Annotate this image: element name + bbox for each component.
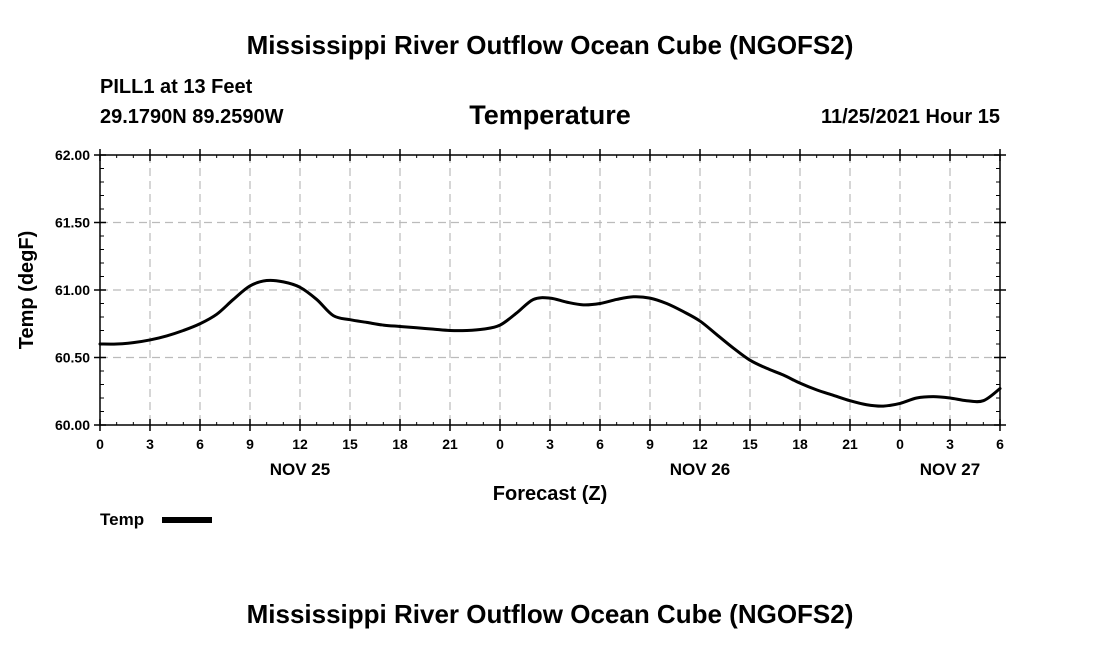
x-tick-label: 3 xyxy=(146,436,154,452)
y-tick-label: 60.00 xyxy=(55,417,90,433)
station-coordinates: 29.1790N 89.2590W xyxy=(100,106,284,128)
date-label: NOV 25 xyxy=(270,460,330,479)
y-tick-label: 61.00 xyxy=(55,282,90,298)
x-tick-label: 6 xyxy=(196,436,204,452)
y-axis-label: Temp (degF) xyxy=(16,231,38,350)
x-tick-label: 9 xyxy=(246,436,254,452)
x-tick-label: 15 xyxy=(342,436,358,452)
axis-ticks xyxy=(94,149,1006,431)
x-tick-label: 9 xyxy=(646,436,654,452)
x-tick-label: 15 xyxy=(742,436,758,452)
chart-title: Temperature xyxy=(469,100,631,130)
date-label: NOV 26 xyxy=(670,460,730,479)
x-tick-label: 0 xyxy=(896,436,904,452)
y-tick-label: 60.50 xyxy=(55,350,90,366)
x-tick-label: 6 xyxy=(596,436,604,452)
axis-labels: 60.00 60.50 61.00 61.50 62.00 0 3 6 9 12 15 18 21 0 3 6… xyxy=(55,147,1004,479)
y-tick-label: 61.50 xyxy=(55,215,90,231)
station-label: PILL1 at 13 Feet xyxy=(100,76,253,98)
forecast-datetime: 11/25/2021 Hour 15 xyxy=(820,106,1000,128)
legend-label: Temp xyxy=(100,510,144,529)
x-tick-label: 12 xyxy=(292,436,308,452)
date-label: NOV 27 xyxy=(920,460,980,479)
y-tick-label: 62.00 xyxy=(55,147,90,163)
x-tick-label: 0 xyxy=(496,436,504,452)
footer-title: Mississippi River Outflow Ocean Cube (NG… xyxy=(246,599,854,629)
x-axis-label: Forecast (Z) xyxy=(493,483,607,505)
temp-series-line xyxy=(98,278,1002,408)
x-tick-label: 21 xyxy=(442,436,458,452)
main-title: Mississippi River Outflow Ocean Cube (NG… xyxy=(246,30,854,60)
x-tick-label: 3 xyxy=(546,436,554,452)
x-tick-label: 3 xyxy=(946,436,954,452)
x-tick-label: 6 xyxy=(996,436,1004,452)
x-tick-label: 12 xyxy=(692,436,708,452)
x-tick-label: 0 xyxy=(96,436,104,452)
grid xyxy=(100,155,1000,425)
x-tick-label: 21 xyxy=(842,436,858,452)
x-tick-label: 18 xyxy=(792,436,808,452)
x-tick-label: 18 xyxy=(392,436,408,452)
